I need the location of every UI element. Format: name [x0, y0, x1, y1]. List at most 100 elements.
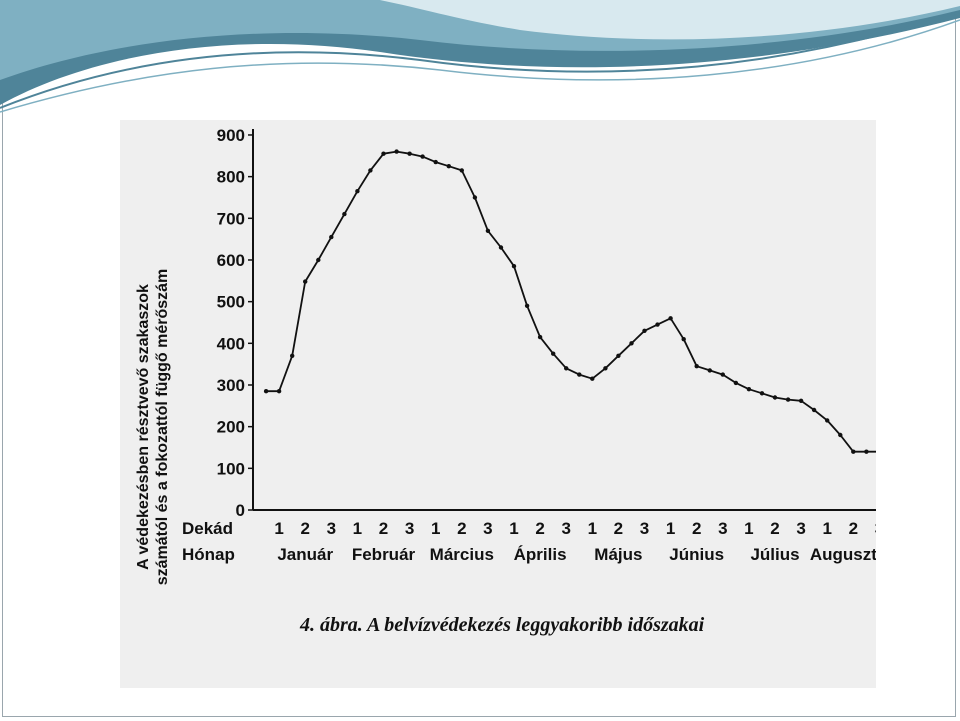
scanned-figure: A védekezésben résztvevő szakaszok számá…: [120, 120, 876, 688]
y-tick-label: 400: [217, 334, 245, 353]
data-point: [772, 395, 778, 400]
data-point: [785, 397, 791, 402]
banner-swoosh-line-2: [0, 19, 960, 113]
data-point: [864, 449, 869, 454]
data-point: [263, 389, 269, 394]
decade-tick-label: 3: [327, 519, 336, 538]
data-point: [276, 389, 282, 394]
data-point: [746, 387, 752, 392]
decade-tick-label: 3: [640, 519, 649, 538]
data-point: [838, 432, 843, 438]
data-point: [342, 211, 347, 217]
decade-tick-label: 2: [300, 519, 309, 538]
decade-tick-label: 2: [692, 519, 701, 538]
y-axis-label: A védekezésben résztvevő szakaszok számá…: [135, 269, 171, 586]
decade-tick-label: 2: [457, 519, 466, 538]
axes: [252, 128, 876, 511]
data-point: [590, 376, 595, 381]
y-tick-labels: 0 100 200 300 400 500 600 700 800 900: [217, 126, 253, 520]
decade-tick-label: 1: [822, 519, 831, 538]
decade-tick-label: 3: [483, 519, 492, 538]
data-point: [420, 154, 425, 159]
data-point: [303, 279, 308, 284]
data-point: [472, 195, 478, 200]
data-point: [407, 151, 412, 156]
decade-tick-label: 3: [796, 519, 805, 538]
data-point: [851, 449, 856, 454]
banner-wave-light: [380, 0, 960, 40]
decade-tick-label: 3: [561, 519, 570, 538]
month-tick-label: Április: [514, 545, 567, 564]
data-point: [694, 364, 699, 369]
data-point: [642, 328, 647, 333]
data-point: [798, 398, 804, 403]
data-point: [668, 316, 673, 321]
data-point: [511, 264, 517, 269]
decade-tick-label: 2: [849, 519, 858, 538]
y-tick-label: 300: [217, 376, 245, 395]
data-point: [759, 391, 765, 396]
header-banner: [0, 0, 960, 113]
decade-tick-label: 2: [379, 519, 388, 538]
data-point: [603, 366, 608, 371]
series-line: [266, 150, 876, 453]
data-point: [368, 168, 373, 173]
data-point: [811, 407, 817, 413]
data-point: [551, 351, 556, 356]
data-point: [446, 164, 451, 169]
decade-tick-labels: 123123123123123123123123: [274, 519, 876, 538]
y-tick-label: 200: [217, 418, 245, 437]
data-point: [655, 322, 660, 327]
y-tick-label: 0: [236, 501, 245, 520]
data-point: [381, 151, 386, 156]
decade-tick-label: 1: [744, 519, 753, 538]
data-point: [577, 372, 582, 377]
decade-tick-label: 2: [770, 519, 779, 538]
month-tick-label: Január: [277, 545, 333, 564]
data-point: [825, 418, 830, 423]
y-axis-label-line2: számától és a fokozattól függő mérőszám: [154, 269, 171, 586]
decade-tick-label: 2: [614, 519, 623, 538]
y-axis-label-line1: A védekezésben résztvevő szakaszok: [135, 284, 152, 570]
plot-area: [263, 149, 876, 454]
decade-tick-label: 1: [666, 519, 675, 538]
figure-caption: 4. ábra. A belvízvédekezés leggyakoribb …: [299, 614, 705, 636]
decade-tick-label: 1: [274, 519, 283, 538]
month-tick-label: Június: [669, 545, 724, 564]
y-tick-label: 900: [217, 126, 245, 145]
month-tick-label: Július: [750, 545, 799, 564]
decade-tick-label: 2: [535, 519, 544, 538]
data-point: [524, 303, 530, 308]
data-point: [459, 168, 464, 173]
decade-tick-label: 1: [431, 519, 440, 538]
data-point: [394, 149, 399, 154]
data-point: [329, 234, 334, 240]
decade-tick-label: 1: [588, 519, 597, 538]
month-tick-label: Február: [352, 545, 416, 564]
data-point: [355, 189, 360, 194]
decade-tick-label: 3: [718, 519, 727, 538]
data-point: [720, 372, 725, 377]
data-point: [733, 380, 739, 386]
decade-tick-label: 1: [509, 519, 518, 538]
month-tick-label: Március: [430, 545, 494, 564]
banner-swoosh-line: [0, 11, 960, 109]
data-point: [564, 366, 569, 371]
y-tick-label: 600: [217, 251, 245, 270]
data-point: [629, 341, 634, 346]
data-point: [537, 334, 543, 340]
line-chart: A védekezésben résztvevő szakaszok számá…: [135, 126, 876, 636]
data-point: [681, 337, 686, 342]
decade-tick-label: 3: [875, 519, 876, 538]
y-tick-label: 500: [217, 293, 245, 312]
y-tick-label: 700: [217, 209, 245, 228]
data-point: [290, 353, 295, 358]
data-point: [498, 245, 504, 250]
month-tick-labels: Január Február Március Április Május Június Jú…: [277, 545, 876, 564]
y-tick-label: 800: [217, 168, 245, 187]
data-point: [433, 159, 438, 165]
decade-row-label: Dekád: [182, 519, 233, 538]
y-tick-label: 100: [217, 459, 245, 478]
decade-tick-label: 1: [353, 519, 362, 538]
month-row-label: Hónap: [182, 545, 235, 564]
